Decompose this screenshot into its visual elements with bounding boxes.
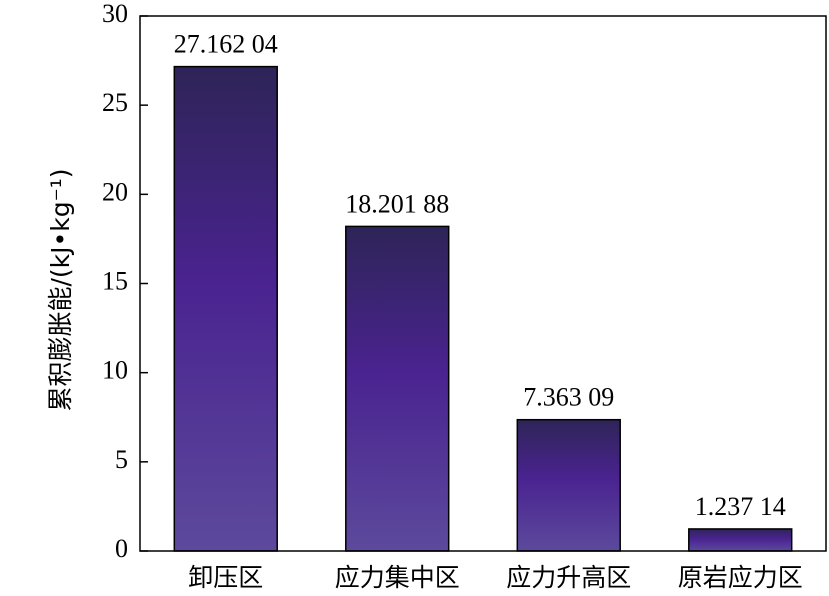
y-tick-label: 0 xyxy=(115,534,128,563)
value-label: 1.237 14 xyxy=(695,492,786,521)
x-tick-label: 卸压区 xyxy=(188,563,263,592)
x-tick-label: 应力升高区 xyxy=(506,563,631,592)
y-tick-label: 25 xyxy=(102,88,128,117)
x-tick-label: 原岩应力区 xyxy=(678,563,803,592)
bar xyxy=(516,418,621,552)
bar xyxy=(173,65,278,552)
value-label: 18.201 88 xyxy=(345,189,449,218)
value-label: 27.162 04 xyxy=(174,30,278,59)
bar xyxy=(345,225,450,552)
plot-frame xyxy=(139,15,827,552)
y-tick-label: 5 xyxy=(115,445,128,474)
y-tick-label: 20 xyxy=(102,177,128,206)
bar xyxy=(688,528,793,552)
y-axis-label: 累积膨胀能/(kJ•kg⁻¹) xyxy=(46,168,75,411)
x-tick-label: 应力集中区 xyxy=(335,563,460,592)
y-tick-label: 15 xyxy=(102,266,128,295)
y-tick-label: 10 xyxy=(102,356,128,385)
y-tick-label: 30 xyxy=(102,0,128,28)
value-label: 7.363 09 xyxy=(523,383,614,412)
